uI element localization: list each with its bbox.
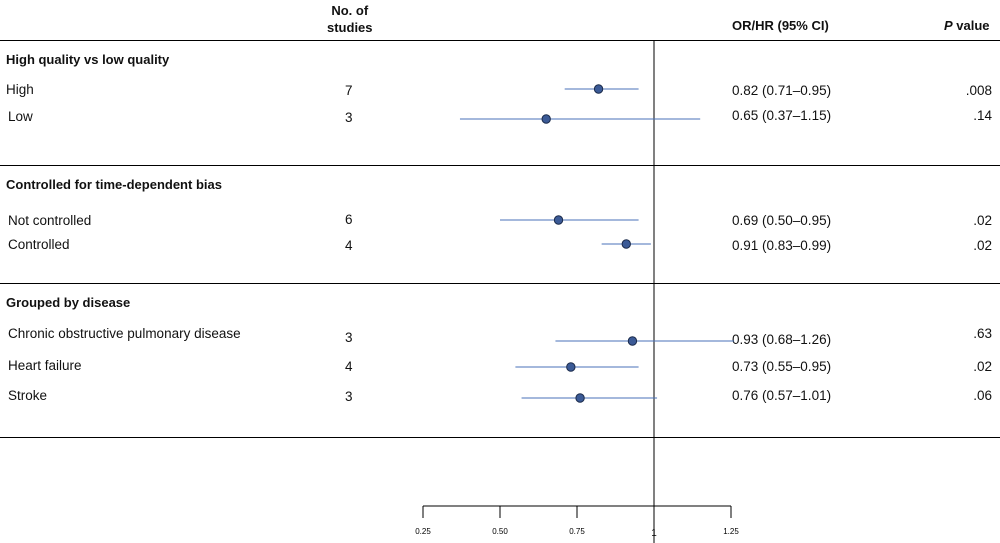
point-estimate-high [593, 84, 604, 94]
header-p-italic: P [944, 18, 953, 33]
studies-controlled: 4 [345, 238, 353, 253]
point-estimate-copd [627, 336, 638, 346]
studies-high: 7 [345, 83, 353, 98]
x-tick-label-0: 0.25 [415, 527, 431, 536]
row-label-low: Low [8, 109, 33, 124]
x-tick-label-4: 1.25 [723, 527, 739, 536]
ci-text-high: 0.82 (0.71–0.95) [732, 83, 832, 98]
p-value-stroke: .06 [973, 388, 992, 403]
header-estimate: OR/HR (95% CI) [732, 18, 829, 33]
ci-text-low: 0.65 (0.37–1.15) [732, 108, 832, 123]
separator-top [0, 40, 1000, 41]
ci-text-not-controlled: 0.69 (0.50–0.95) [732, 213, 832, 228]
ci-text-controlled: 0.91 (0.83–0.99) [732, 238, 832, 253]
x-tick-label-2: 0.75 [569, 527, 585, 536]
p-value-not-controlled: .02 [973, 213, 992, 228]
studies-stroke: 3 [345, 389, 353, 404]
row-label-not-controlled: Not controlled [8, 213, 92, 228]
row-label-controlled: Controlled [8, 237, 70, 252]
row-label-stroke: Stroke [8, 388, 48, 403]
p-value-high: .008 [965, 83, 992, 98]
point-estimate-not-controlled [553, 215, 564, 225]
point-estimate-heart-failure [566, 362, 576, 372]
studies-not-controlled: 6 [345, 212, 353, 227]
header-studies-line2: studies [327, 20, 373, 35]
ci-text-stroke: 0.76 (0.57–1.01) [732, 388, 832, 403]
x-tick-label-1: 0.50 [492, 527, 508, 536]
ci-text-copd: 0.93 (0.68–1.26) [732, 332, 832, 347]
point-estimate-stroke [575, 393, 585, 403]
p-value-copd: .63 [973, 326, 992, 341]
separator-bottom [0, 437, 1000, 438]
point-estimate-low [541, 114, 551, 124]
group-title-quality: High quality vs low quality [6, 52, 170, 67]
header-studies: No. of studies [327, 2, 373, 36]
row-label-copd: Chronic obstructive pulmonary disease [8, 326, 241, 341]
ci-text-heart-failure: 0.73 (0.55–0.95) [732, 359, 832, 374]
group-title-bias: Controlled for time-dependent bias [6, 177, 222, 192]
p-value-heart-failure: .02 [973, 359, 992, 374]
separator-1 [0, 165, 1000, 166]
separator-2 [0, 283, 1000, 284]
studies-heart-failure: 4 [345, 359, 353, 374]
p-value-controlled: .02 [973, 238, 992, 253]
studies-copd: 3 [345, 330, 353, 345]
point-estimate-controlled [621, 239, 631, 249]
row-label-high: High [6, 82, 34, 97]
header-studies-line1: No. of [331, 3, 369, 18]
row-label-heart-failure: Heart failure [8, 358, 82, 373]
studies-low: 3 [345, 110, 353, 125]
group-title-disease: Grouped by disease [6, 295, 131, 310]
header-p-value: P value [944, 18, 990, 33]
p-value-low: .14 [973, 108, 992, 123]
header-p-rest: value [952, 18, 990, 33]
x-tick-label-3: 1 [651, 528, 657, 539]
